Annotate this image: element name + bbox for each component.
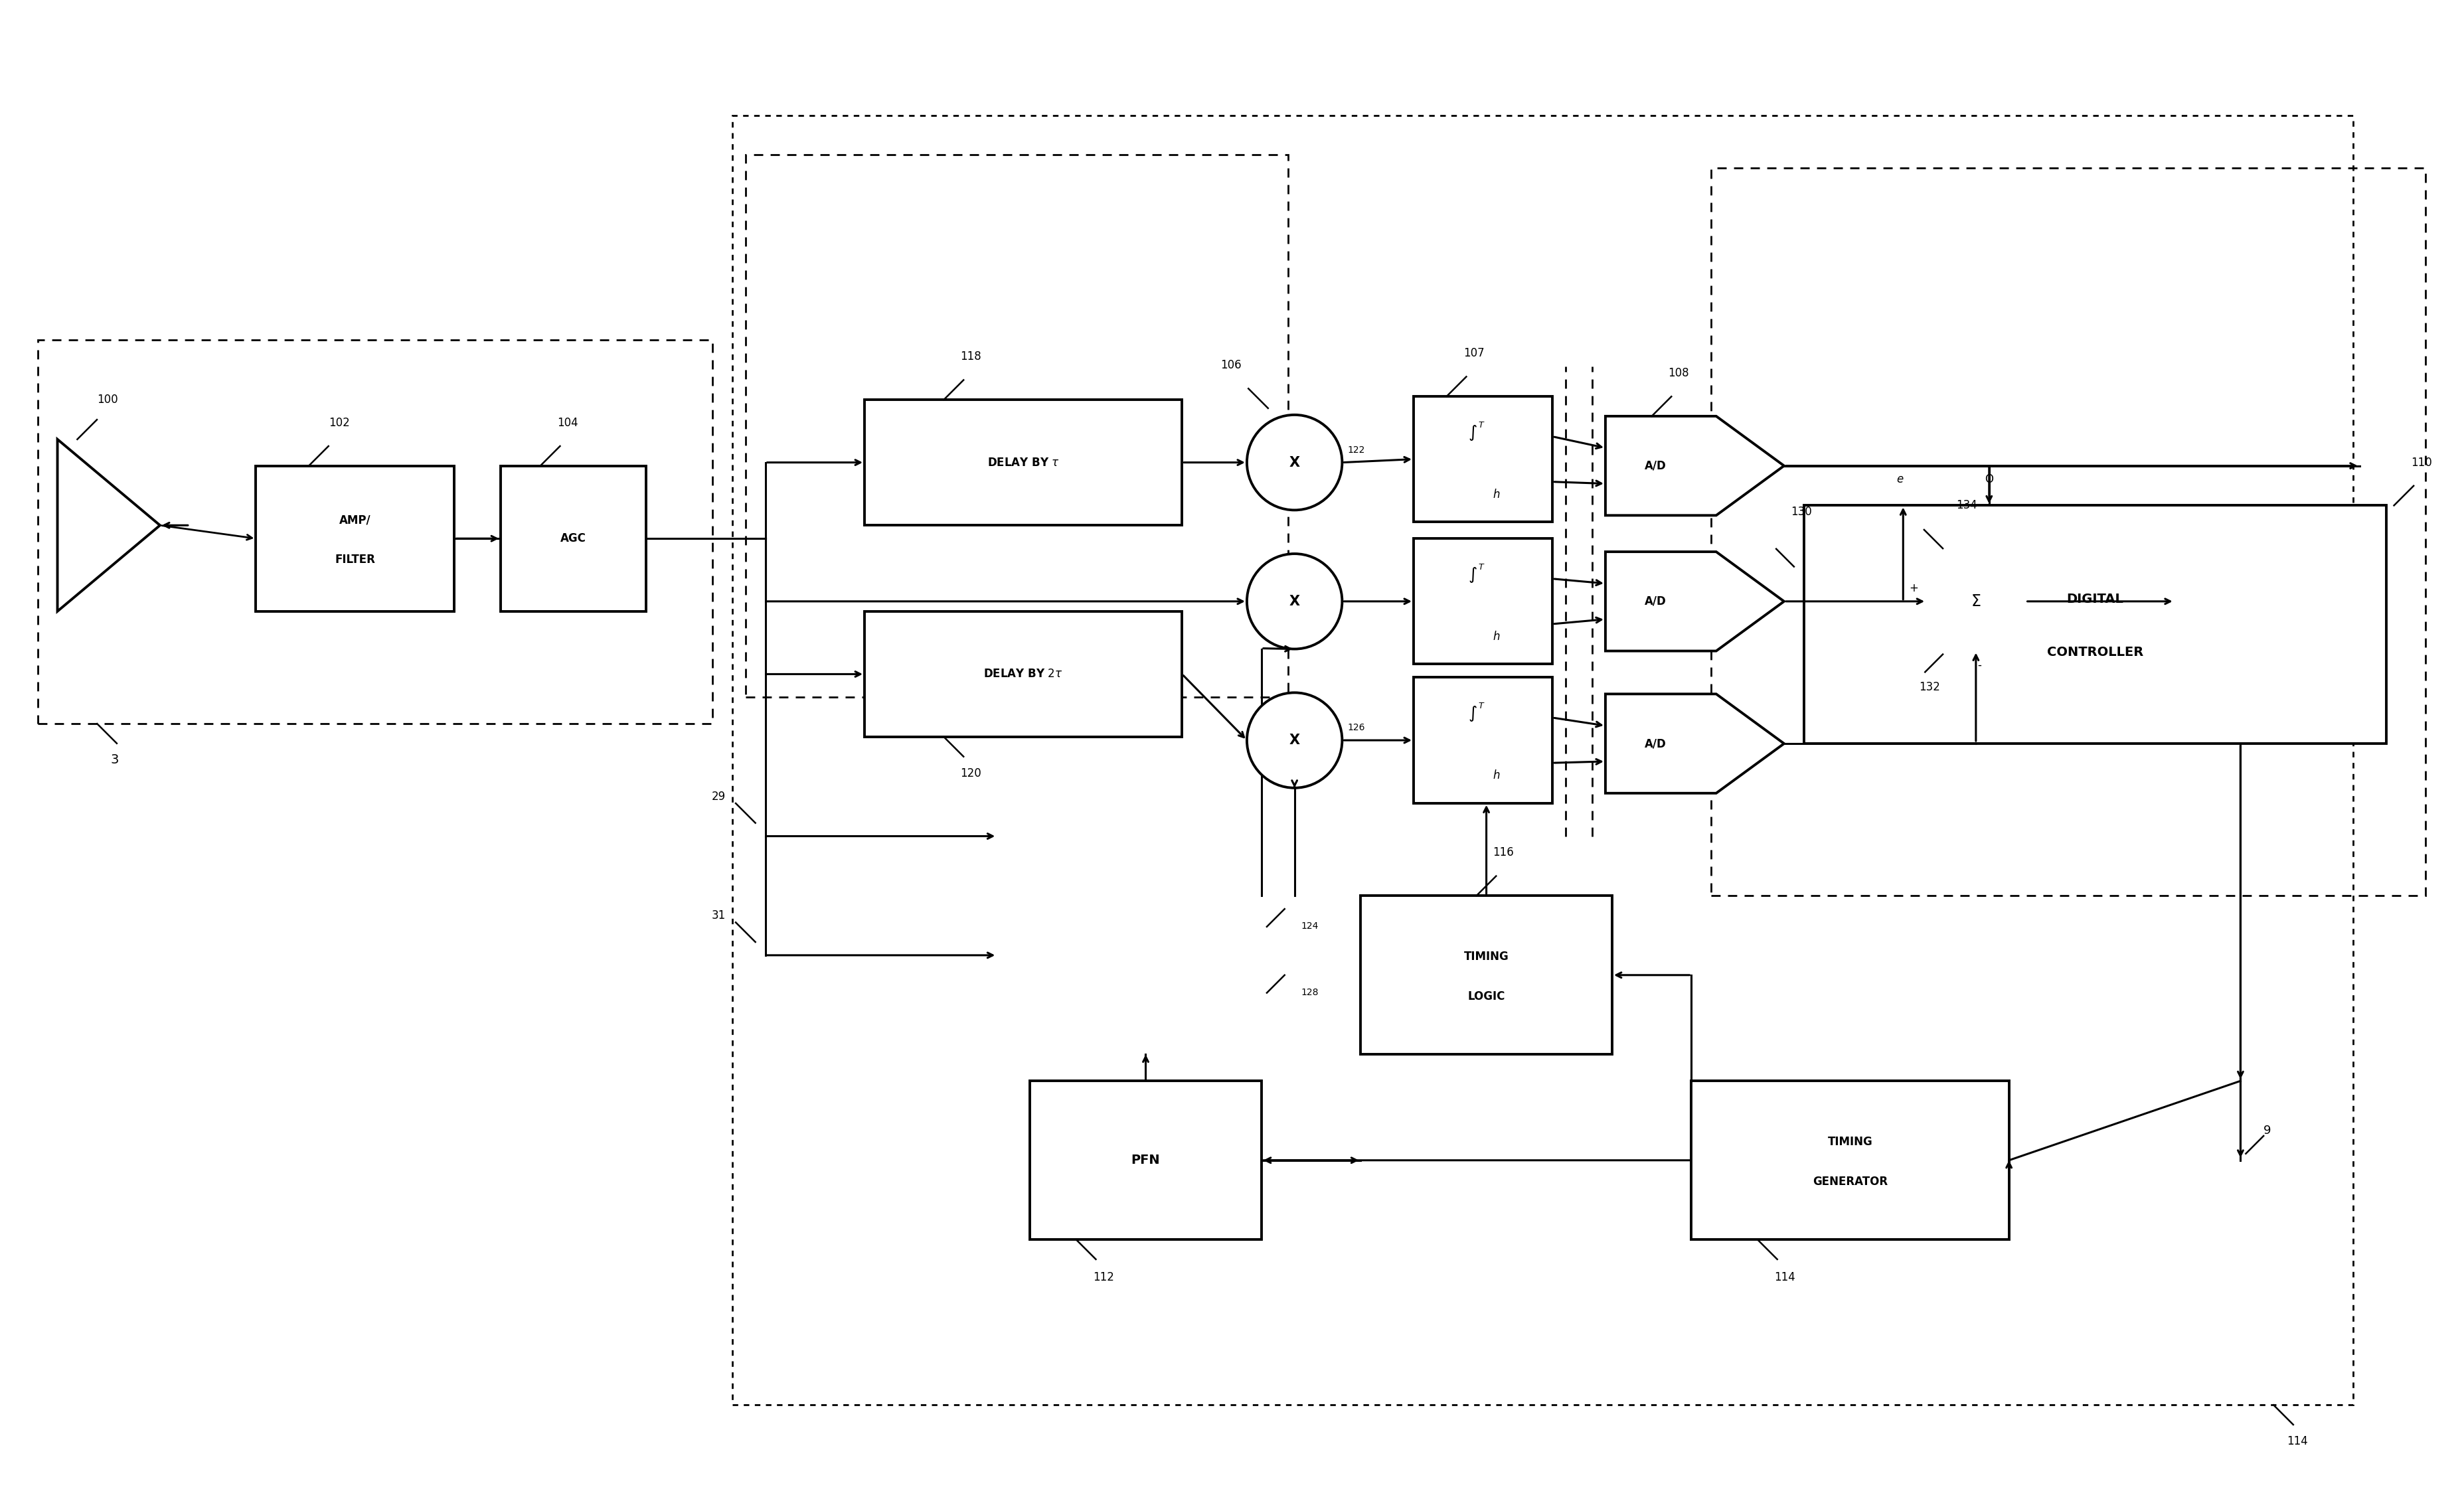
Text: 104: 104 bbox=[557, 417, 577, 429]
Text: 134: 134 bbox=[1956, 499, 1976, 511]
Bar bbox=[1710, 169, 2425, 895]
Circle shape bbox=[1927, 552, 2025, 651]
Bar bbox=[256, 466, 453, 612]
Bar bbox=[1030, 1081, 1262, 1240]
Text: e: e bbox=[1895, 473, 1902, 485]
Circle shape bbox=[1247, 553, 1343, 650]
Bar bbox=[1414, 396, 1552, 521]
Text: 120: 120 bbox=[961, 767, 981, 779]
Text: 110: 110 bbox=[2410, 457, 2432, 469]
Text: X: X bbox=[1289, 734, 1299, 747]
Text: A/D: A/D bbox=[1643, 595, 1666, 607]
Text: DELAY BY $2\tau$: DELAY BY $2\tau$ bbox=[983, 668, 1062, 680]
Bar bbox=[865, 612, 1183, 737]
Bar bbox=[500, 466, 646, 612]
Text: +: + bbox=[1910, 582, 1917, 594]
Text: $h$: $h$ bbox=[1493, 630, 1501, 642]
Circle shape bbox=[1247, 414, 1343, 509]
Polygon shape bbox=[1604, 552, 1784, 651]
Bar bbox=[865, 399, 1183, 526]
Text: 126: 126 bbox=[1348, 723, 1365, 732]
Text: 122: 122 bbox=[1348, 445, 1365, 455]
Bar bbox=[1690, 1081, 2008, 1240]
Text: A/D: A/D bbox=[1643, 737, 1666, 749]
Text: 114: 114 bbox=[2287, 1435, 2306, 1447]
Text: 118: 118 bbox=[961, 351, 981, 363]
Text: 114: 114 bbox=[1774, 1272, 1794, 1284]
Text: $\int^T$: $\int^T$ bbox=[1469, 562, 1486, 585]
Text: 107: 107 bbox=[1464, 347, 1483, 359]
Text: 116: 116 bbox=[1493, 847, 1513, 859]
Bar bbox=[1804, 505, 2385, 743]
Text: $h$: $h$ bbox=[1493, 488, 1501, 500]
Text: 124: 124 bbox=[1301, 921, 1318, 931]
Text: $\int^T$: $\int^T$ bbox=[1469, 420, 1486, 443]
Text: CONTROLLER: CONTROLLER bbox=[2045, 647, 2144, 659]
Text: $h$: $h$ bbox=[1493, 770, 1501, 782]
Text: DELAY BY $\tau$: DELAY BY $\tau$ bbox=[986, 457, 1060, 469]
Text: AGC: AGC bbox=[559, 532, 586, 544]
Text: 106: 106 bbox=[1220, 359, 1242, 371]
Text: X: X bbox=[1289, 455, 1299, 469]
Text: LOGIC: LOGIC bbox=[1466, 990, 1506, 1002]
Text: PFN: PFN bbox=[1131, 1154, 1161, 1166]
Text: 100: 100 bbox=[96, 393, 118, 405]
Text: GENERATOR: GENERATOR bbox=[1811, 1175, 1887, 1188]
Text: 3: 3 bbox=[111, 754, 118, 766]
Text: AMP/: AMP/ bbox=[340, 514, 372, 526]
Text: 102: 102 bbox=[328, 417, 350, 429]
Text: TIMING: TIMING bbox=[1464, 951, 1508, 963]
Text: $\Sigma$: $\Sigma$ bbox=[1971, 594, 1981, 609]
Bar bbox=[1414, 678, 1552, 803]
Text: X: X bbox=[1289, 595, 1299, 607]
Text: 29: 29 bbox=[712, 791, 724, 802]
Text: 130: 130 bbox=[1791, 506, 1811, 518]
Text: A/D: A/D bbox=[1643, 460, 1666, 472]
Bar bbox=[1360, 895, 1611, 1055]
Text: O: O bbox=[1984, 473, 1993, 485]
Text: -: - bbox=[1976, 659, 1981, 671]
Text: 9: 9 bbox=[2262, 1124, 2272, 1136]
Text: TIMING: TIMING bbox=[1828, 1136, 1873, 1148]
Bar bbox=[37, 341, 712, 723]
Text: 128: 128 bbox=[1301, 987, 1318, 998]
Polygon shape bbox=[1604, 693, 1784, 793]
Text: FILTER: FILTER bbox=[335, 553, 375, 565]
Text: 31: 31 bbox=[712, 910, 724, 921]
Bar bbox=[732, 115, 2353, 1405]
Text: DIGITAL: DIGITAL bbox=[2065, 594, 2124, 606]
Text: $\int^T$: $\int^T$ bbox=[1469, 702, 1486, 723]
Text: 108: 108 bbox=[1668, 368, 1688, 380]
Text: 112: 112 bbox=[1092, 1272, 1114, 1284]
Bar bbox=[744, 155, 1289, 698]
Circle shape bbox=[1247, 693, 1343, 788]
Text: 132: 132 bbox=[1919, 681, 1939, 693]
Polygon shape bbox=[1604, 416, 1784, 515]
Bar bbox=[1414, 538, 1552, 665]
